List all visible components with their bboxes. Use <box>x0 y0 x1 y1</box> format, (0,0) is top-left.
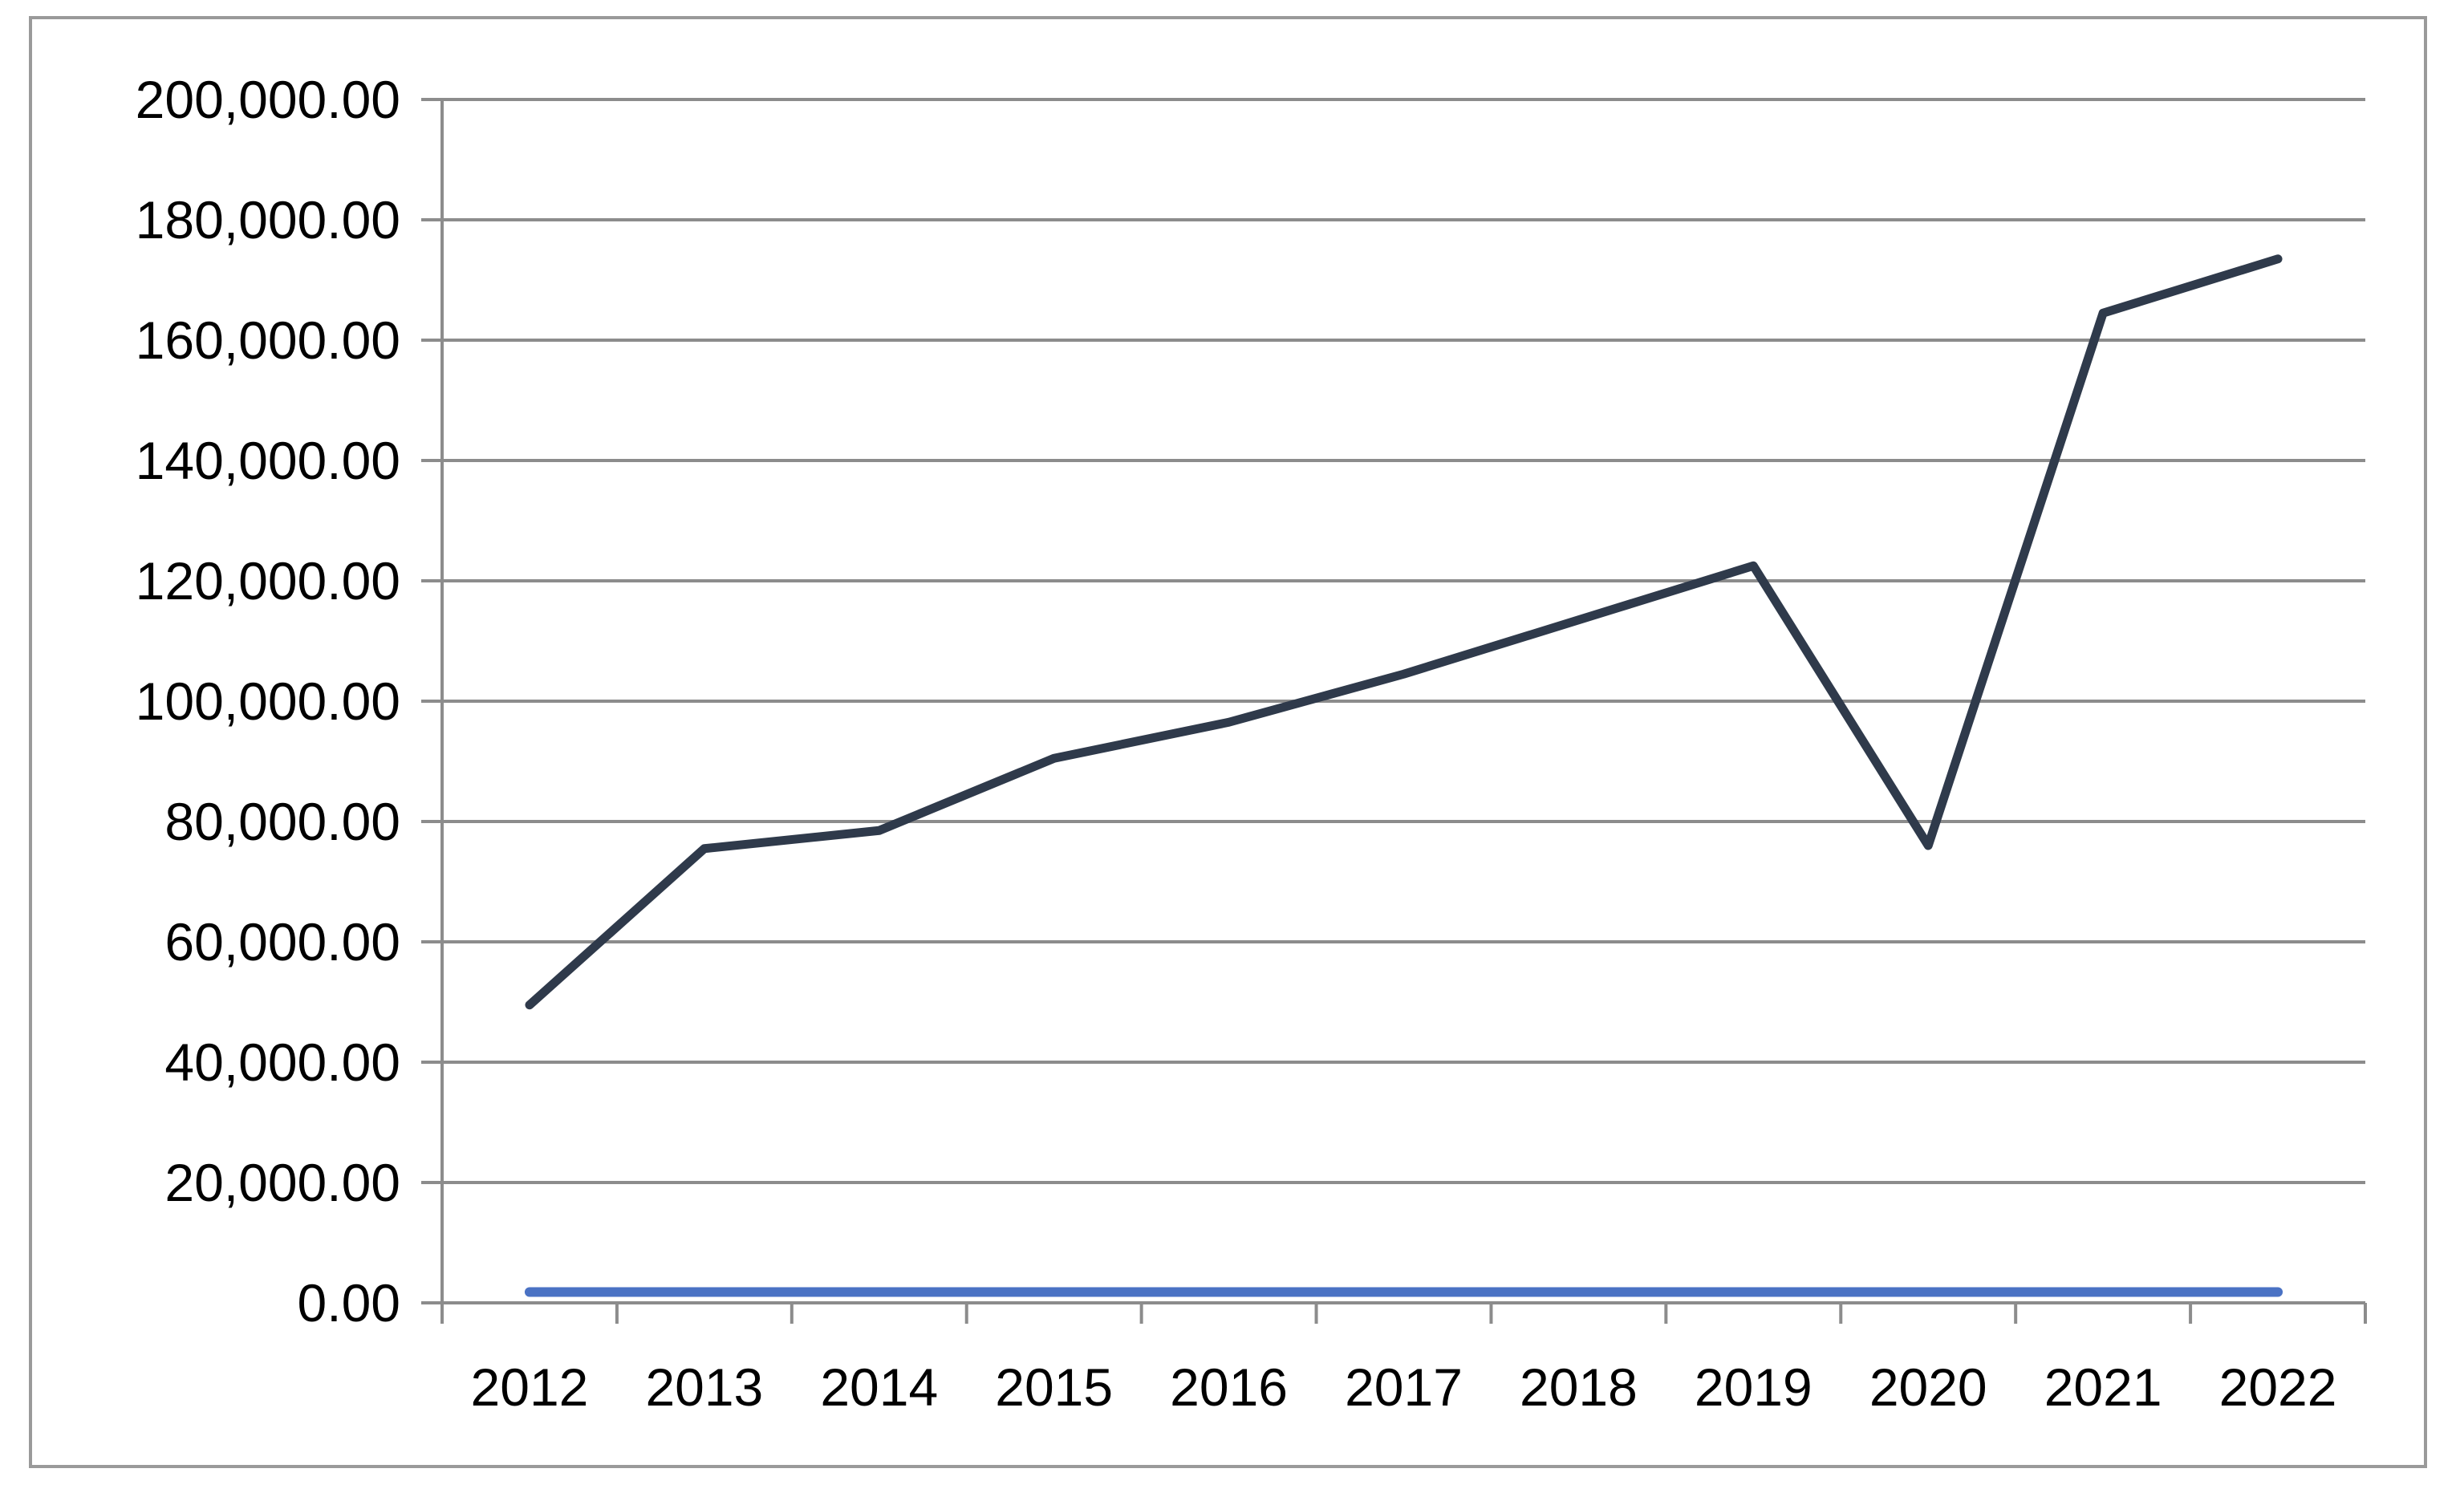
y-tick-label-9: 180,000.00 <box>136 190 400 250</box>
y-tick-label-3: 60,000.00 <box>164 912 400 972</box>
x-tick-label-2019: 2019 <box>1695 1357 1812 1417</box>
x-tick-label-2020: 2020 <box>1869 1357 1987 1417</box>
gridlines <box>442 98 2365 1184</box>
y-tick-label-0: 0.00 <box>298 1273 400 1333</box>
chart-frame <box>29 16 2427 1468</box>
y-tick-label-10: 200,000.00 <box>136 70 400 129</box>
axes <box>421 98 2367 1324</box>
y-tick-label-8: 160,000.00 <box>136 310 400 370</box>
x-tick-label-2013: 2013 <box>645 1357 763 1417</box>
y-tick-label-7: 140,000.00 <box>136 431 400 490</box>
y-tick-labels: 0.00 20,000.00 40,000.00 60,000.00 80,000.00… <box>136 70 400 1333</box>
x-tick-label-2021: 2021 <box>2044 1357 2162 1417</box>
y-tick-label-5: 100,000.00 <box>136 671 400 731</box>
x-tick-label-2018: 2018 <box>1520 1357 1638 1417</box>
x-tick-label-2014: 2014 <box>820 1357 938 1417</box>
x-tick-label-2017: 2017 <box>1345 1357 1463 1417</box>
x-tick-label-2016: 2016 <box>1170 1357 1288 1417</box>
series-line-1 <box>525 254 2283 1010</box>
x-tick-label-2012: 2012 <box>471 1357 589 1417</box>
y-tick-label-1: 20,000.00 <box>164 1153 400 1212</box>
x-tick-label-2022: 2022 <box>2219 1357 2337 1417</box>
series-lines <box>524 254 2283 1297</box>
x-tick-label-2015: 2015 <box>995 1357 1113 1417</box>
x-tick-labels: 2012 2013 2014 2015 2016 2017 2018 2019 2020 2021… <box>471 1357 2337 1417</box>
y-tick-label-2: 40,000.00 <box>164 1032 400 1092</box>
y-tick-label-4: 80,000.00 <box>164 792 400 851</box>
y-tick-label-6: 120,000.00 <box>136 551 400 611</box>
